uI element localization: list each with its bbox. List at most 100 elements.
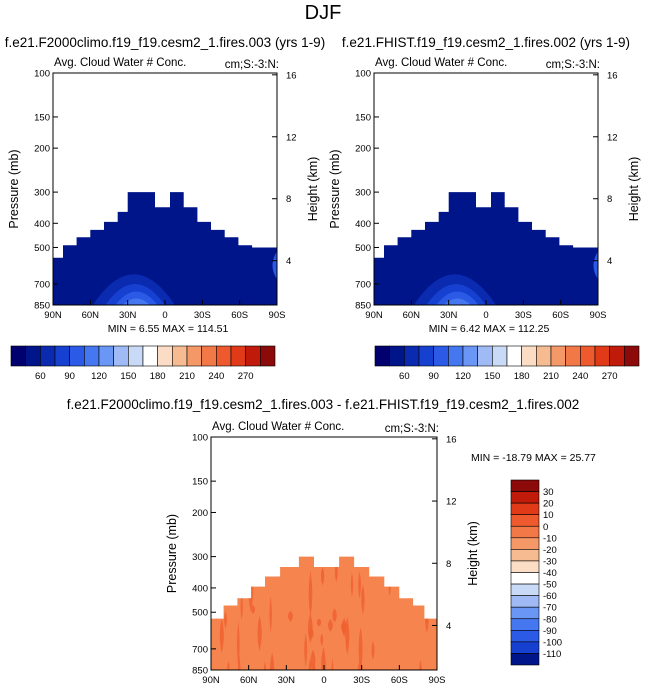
colorbar-swatch [506, 345, 522, 367]
cloud-fill-right [374, 192, 598, 305]
units-label: cm;S:-3:N: [225, 59, 279, 71]
panel-title-left: f.e21.F2000climo.f19_f19.cesm2_1.fires.0… [4, 35, 326, 50]
colorbar-swatch [510, 583, 540, 596]
pressure-tick-label: 150 [192, 477, 208, 488]
height-tick-label: 4 [286, 256, 291, 267]
colorbar-swatch [157, 345, 173, 367]
contour-pole-right [593, 251, 598, 280]
diff-streak [320, 566, 325, 586]
colorbar-swatch [98, 345, 114, 367]
pressure-tick-label: 100 [192, 433, 208, 444]
colorbar-swatch [510, 514, 540, 527]
pressure-tick-label: 850 [355, 301, 371, 312]
pressure-tick-label: 850 [34, 301, 50, 312]
panel-title-bottom: f.e21.F2000climo.f19_f19.cesm2_1.fires.0… [66, 397, 580, 412]
diff-streak [269, 652, 275, 670]
diff-streak [304, 632, 308, 668]
lat-tick-label: 60N [240, 675, 258, 686]
min-max-label: MIN = 6.42 MAX = 112.25 [429, 323, 550, 335]
colorbar-swatch [510, 606, 540, 620]
height-tick-label: 16 [607, 70, 618, 81]
colorbar-label: 240 [572, 371, 588, 382]
units-label: cm;S:-3:N: [385, 423, 439, 435]
lat-tick-label: 90S [429, 675, 446, 686]
pressure-tick-label: 700 [34, 279, 50, 290]
colorbar-label: 120 [91, 371, 107, 382]
colorbar-swatch [510, 641, 540, 654]
colorbar-swatch [69, 345, 85, 367]
colorbar-swatch [609, 345, 625, 367]
colorbar-swatch [510, 618, 540, 631]
diff-streak [358, 627, 363, 670]
colorbar-swatch [510, 595, 540, 608]
colorbar-label: 270 [238, 371, 254, 382]
colorbar-label: -110 [543, 649, 561, 660]
colorbar-swatch [462, 345, 478, 367]
height-tick-label: 8 [286, 194, 291, 205]
pressure-tick-label: 850 [192, 666, 208, 677]
lat-tick-label: 90N [365, 310, 383, 321]
variable-label: Avg. Cloud Water # Conc. [375, 57, 507, 69]
colorbar-label: 180 [514, 371, 530, 382]
colorbar-label: 180 [150, 371, 166, 382]
colorbar-label: -10 [543, 533, 557, 544]
diff-streak [251, 604, 256, 614]
colorbar-swatch [510, 549, 540, 562]
colorbar-swatch [624, 345, 640, 367]
diff-streak [269, 595, 272, 634]
pressure-tick-label: 500 [192, 608, 208, 619]
lat-tick-label: 60S [552, 310, 569, 321]
diff-streak [312, 667, 317, 670]
colorbar-swatch [54, 345, 70, 367]
contour-left-3 [122, 298, 151, 305]
diff-streak [308, 570, 313, 618]
colorbar-label: -70 [543, 603, 557, 614]
diff-streak [237, 621, 240, 668]
colorbar-swatch [510, 572, 540, 585]
height-tick-label: 4 [446, 621, 451, 632]
colorbar-swatch [510, 479, 540, 492]
lat-tick-label: 60S [391, 675, 408, 686]
height-tick-label: 12 [286, 132, 297, 143]
variable-label: Avg. Cloud Water # Conc. [54, 57, 186, 69]
variable-label: Avg. Cloud Water # Conc. [212, 421, 344, 433]
min-max-label: MIN = 6.55 MAX = 114.51 [108, 323, 229, 335]
y-axis-label-right: Height (km) [627, 157, 641, 222]
lat-tick-label: 30S [194, 310, 211, 321]
diff-streak [288, 610, 293, 622]
contour-left-2 [115, 291, 158, 305]
colorbar-label: -50 [543, 580, 557, 591]
diff-streak [361, 584, 365, 615]
height-tick-label: 16 [286, 70, 297, 81]
pressure-tick-label: 300 [34, 188, 50, 199]
colorbar-swatch [580, 345, 596, 367]
diff-streak [248, 563, 251, 576]
diff-streak [331, 669, 337, 670]
colorbar-swatch [216, 345, 232, 367]
lat-tick-label: 60N [82, 310, 100, 321]
colorbar-swatch [448, 345, 464, 367]
colorbar-label: -90 [543, 626, 557, 637]
colorbar-swatch [510, 630, 540, 643]
colorbar-swatch [510, 502, 540, 515]
y-axis-label-right: Height (km) [306, 157, 320, 222]
panel-left: 100 150 200 300 400 500 700 850 16 12 8 4 90N 60N 30N 0… [7, 57, 320, 335]
diff-streak [310, 649, 316, 670]
diff-streak [320, 633, 324, 647]
pressure-tick-label: 400 [355, 219, 371, 230]
lat-tick-label: 30S [353, 675, 370, 686]
colorbar-label: 0 [543, 522, 548, 533]
diff-streak [418, 659, 423, 670]
lat-tick-label: 30N [278, 675, 296, 686]
cloud-fill-left [53, 192, 277, 305]
height-tick-label: 4 [607, 256, 612, 267]
contour-pole-left [272, 251, 277, 280]
colorbar-label: 240 [208, 371, 224, 382]
colorbar-swatch [565, 345, 581, 367]
colorbar-label: 210 [179, 371, 195, 382]
y-axis-label-left: Pressure (mb) [165, 514, 179, 593]
colorbar-label: 210 [543, 371, 559, 382]
pressure-tick-label: 700 [355, 279, 371, 290]
